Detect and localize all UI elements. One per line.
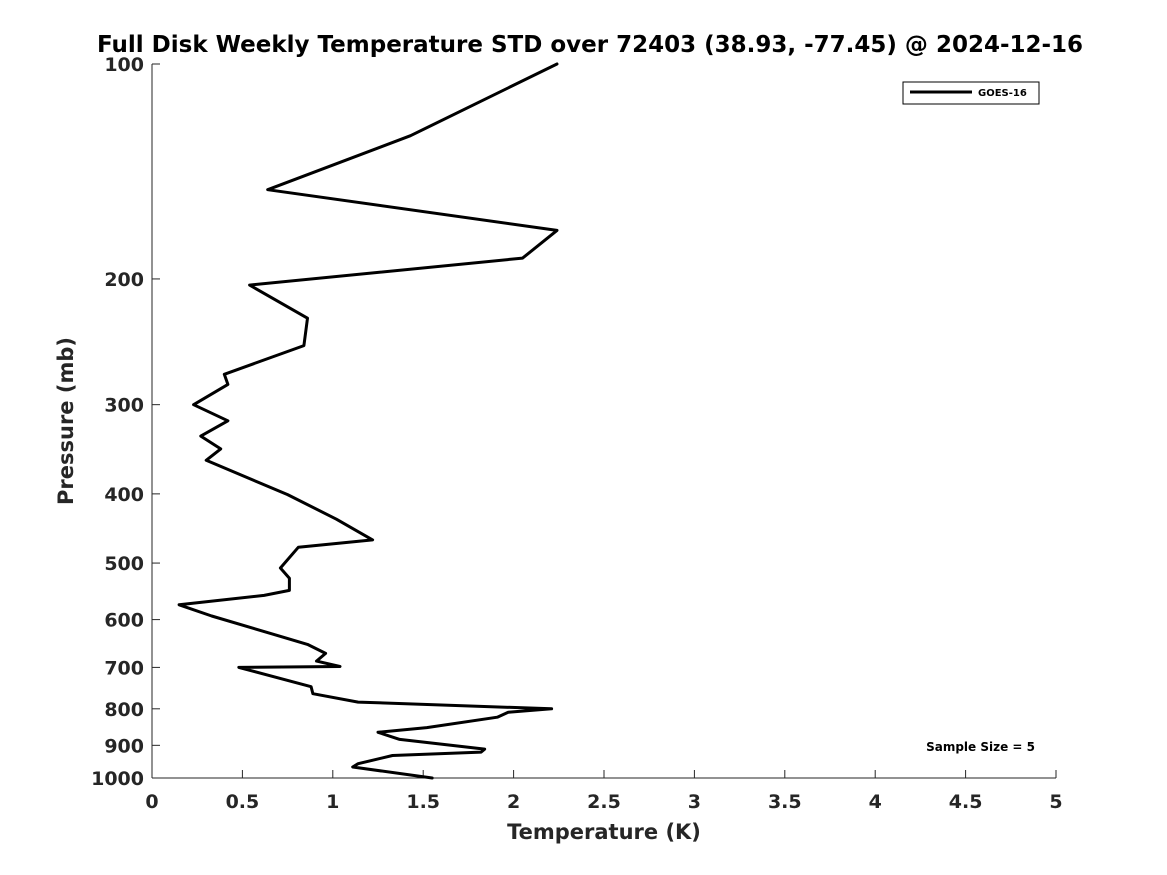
plot-axes bbox=[151, 64, 1056, 779]
y-tick-label: 100 bbox=[104, 54, 144, 76]
y-tick-label: 600 bbox=[104, 610, 144, 632]
series-line-goes-16 bbox=[177, 62, 559, 780]
series-layer bbox=[177, 62, 559, 780]
x-tick-label: 4 bbox=[869, 791, 882, 813]
x-axis-ticks: 0 0.5 1 1.5 2 2.5 3 3.5 4 4.5 5 bbox=[145, 770, 1063, 813]
x-tick-label: 2.5 bbox=[587, 791, 621, 813]
y-axis-ticks: 100 200 300 400 500 600 700 800 900 1000 bbox=[91, 54, 160, 790]
x-tick-label: 3 bbox=[688, 791, 701, 813]
y-tick-label: 400 bbox=[104, 484, 144, 506]
y-tick-label: 1000 bbox=[91, 768, 144, 790]
x-axis-label: Temperature (K) bbox=[507, 820, 701, 844]
legend: GOES-16 bbox=[902, 81, 1040, 105]
x-tick-label: 5 bbox=[1049, 791, 1062, 813]
y-axis-label: Pressure (mb) bbox=[54, 337, 78, 505]
x-tick-label: 1 bbox=[326, 791, 339, 813]
x-tick-label: 0 bbox=[145, 791, 158, 813]
y-tick-label: 500 bbox=[104, 553, 144, 575]
y-tick-label: 300 bbox=[104, 395, 144, 417]
legend-entry-goes-16: GOES-16 bbox=[978, 88, 1027, 99]
x-tick-label: 4.5 bbox=[949, 791, 983, 813]
y-tick-label: 800 bbox=[104, 699, 144, 721]
y-tick-label: 200 bbox=[104, 269, 144, 291]
x-tick-label: 2 bbox=[507, 791, 520, 813]
sample-size-annotation: Sample Size = 5 bbox=[926, 740, 1035, 754]
y-tick-label: 700 bbox=[104, 657, 144, 679]
x-tick-label: 1.5 bbox=[406, 791, 440, 813]
y-tick-label: 900 bbox=[104, 735, 144, 757]
x-tick-label: 0.5 bbox=[226, 791, 260, 813]
chart-title: Full Disk Weekly Temperature STD over 72… bbox=[97, 32, 1083, 58]
x-tick-label: 3.5 bbox=[768, 791, 802, 813]
